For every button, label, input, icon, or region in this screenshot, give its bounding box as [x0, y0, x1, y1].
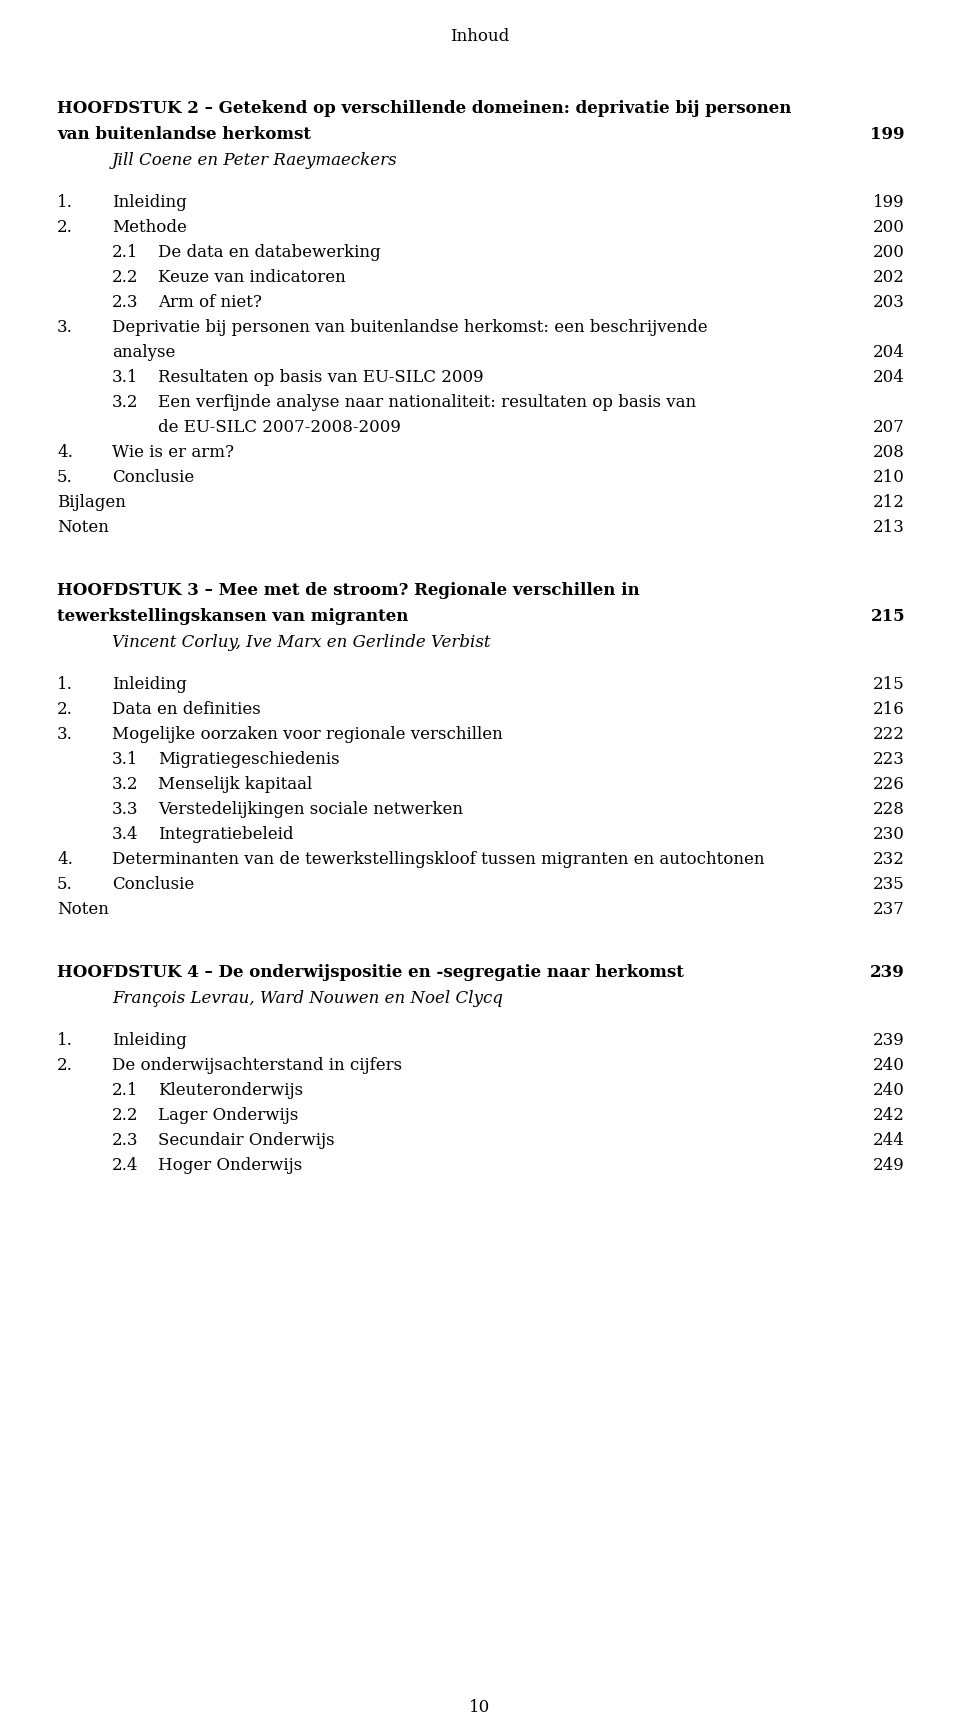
Text: Vincent Corluy, Ive Marx en Gerlinde Verbist: Vincent Corluy, Ive Marx en Gerlinde Ver…	[112, 634, 491, 651]
Text: Mogelijke oorzaken voor regionale verschillen: Mogelijke oorzaken voor regionale versch…	[112, 725, 503, 743]
Text: Kleuteronderwijs: Kleuteronderwijs	[158, 1083, 303, 1098]
Text: Inleiding: Inleiding	[112, 193, 187, 211]
Text: De onderwijsachterstand in cijfers: De onderwijsachterstand in cijfers	[112, 1057, 402, 1074]
Text: 223: 223	[874, 751, 905, 769]
Text: tewerkstellingskansen van migranten: tewerkstellingskansen van migranten	[57, 608, 408, 625]
Text: Menselijk kapitaal: Menselijk kapitaal	[158, 775, 312, 793]
Text: 1.: 1.	[57, 1033, 73, 1048]
Text: De data en databewerking: De data en databewerking	[158, 244, 380, 261]
Text: 237: 237	[874, 901, 905, 919]
Text: 239: 239	[874, 1033, 905, 1048]
Text: 204: 204	[874, 370, 905, 387]
Text: 3.2: 3.2	[112, 775, 138, 793]
Text: 1.: 1.	[57, 675, 73, 693]
Text: 204: 204	[874, 344, 905, 361]
Text: Deprivatie bij personen van buitenlandse herkomst: een beschrijvende: Deprivatie bij personen van buitenlandse…	[112, 319, 708, 337]
Text: 208: 208	[874, 444, 905, 461]
Text: 5.: 5.	[57, 470, 73, 485]
Text: 199: 199	[871, 126, 905, 143]
Text: 199: 199	[874, 193, 905, 211]
Text: de EU-SILC 2007-2008-2009: de EU-SILC 2007-2008-2009	[158, 420, 401, 435]
Text: 210: 210	[874, 470, 905, 485]
Text: 235: 235	[874, 876, 905, 893]
Text: Methode: Methode	[112, 219, 187, 237]
Text: Conclusie: Conclusie	[112, 470, 194, 485]
Text: 216: 216	[874, 701, 905, 718]
Text: 203: 203	[874, 294, 905, 311]
Text: HOOFDSTUK 3 – Mee met de stroom? Regionale verschillen in: HOOFDSTUK 3 – Mee met de stroom? Regiona…	[57, 582, 639, 599]
Text: Noten: Noten	[57, 901, 108, 919]
Text: 2.4: 2.4	[112, 1157, 138, 1174]
Text: 242: 242	[874, 1107, 905, 1124]
Text: Inleiding: Inleiding	[112, 675, 187, 693]
Text: 3.3: 3.3	[112, 801, 138, 819]
Text: Inleiding: Inleiding	[112, 1033, 187, 1048]
Text: 200: 200	[874, 219, 905, 237]
Text: 239: 239	[871, 964, 905, 981]
Text: Noten: Noten	[57, 520, 108, 535]
Text: Bijlagen: Bijlagen	[57, 494, 126, 511]
Text: 202: 202	[874, 269, 905, 287]
Text: 240: 240	[874, 1083, 905, 1098]
Text: van buitenlandse herkomst: van buitenlandse herkomst	[57, 126, 311, 143]
Text: 10: 10	[469, 1699, 491, 1717]
Text: 2.: 2.	[57, 701, 73, 718]
Text: 2.3: 2.3	[112, 294, 138, 311]
Text: 3.1: 3.1	[112, 751, 138, 769]
Text: 215: 215	[871, 608, 905, 625]
Text: Wie is er arm?: Wie is er arm?	[112, 444, 234, 461]
Text: Lager Onderwijs: Lager Onderwijs	[158, 1107, 299, 1124]
Text: Verstedelijkingen sociale netwerken: Verstedelijkingen sociale netwerken	[158, 801, 463, 819]
Text: 2.1: 2.1	[112, 1083, 138, 1098]
Text: 2.3: 2.3	[112, 1131, 138, 1148]
Text: Resultaten op basis van EU-SILC 2009: Resultaten op basis van EU-SILC 2009	[158, 370, 484, 387]
Text: 240: 240	[874, 1057, 905, 1074]
Text: Een verfijnde analyse naar nationaliteit: resultaten op basis van: Een verfijnde analyse naar nationaliteit…	[158, 394, 696, 411]
Text: François Levrau, Ward Nouwen en Noel Clycq: François Levrau, Ward Nouwen en Noel Cly…	[112, 990, 503, 1007]
Text: Hoger Onderwijs: Hoger Onderwijs	[158, 1157, 302, 1174]
Text: 215: 215	[874, 675, 905, 693]
Text: 244: 244	[874, 1131, 905, 1148]
Text: Determinanten van de tewerkstellingskloof tussen migranten en autochtonen: Determinanten van de tewerkstellingskloo…	[112, 851, 764, 869]
Text: Secundair Onderwijs: Secundair Onderwijs	[158, 1131, 335, 1148]
Text: Keuze van indicatoren: Keuze van indicatoren	[158, 269, 346, 287]
Text: Inhoud: Inhoud	[450, 28, 510, 45]
Text: 2.2: 2.2	[112, 269, 138, 287]
Text: 2.2: 2.2	[112, 1107, 138, 1124]
Text: 213: 213	[874, 520, 905, 535]
Text: 1.: 1.	[57, 193, 73, 211]
Text: 3.2: 3.2	[112, 394, 138, 411]
Text: Conclusie: Conclusie	[112, 876, 194, 893]
Text: Data en definities: Data en definities	[112, 701, 261, 718]
Text: 3.4: 3.4	[112, 826, 138, 843]
Text: 2.: 2.	[57, 1057, 73, 1074]
Text: Migratiegeschiedenis: Migratiegeschiedenis	[158, 751, 340, 769]
Text: 228: 228	[874, 801, 905, 819]
Text: 4.: 4.	[57, 851, 73, 869]
Text: 207: 207	[874, 420, 905, 435]
Text: 232: 232	[874, 851, 905, 869]
Text: HOOFDSTUK 4 – De onderwijspositie en -segregatie naar herkomst: HOOFDSTUK 4 – De onderwijspositie en -se…	[57, 964, 684, 981]
Text: 3.: 3.	[57, 725, 73, 743]
Text: 226: 226	[874, 775, 905, 793]
Text: 3.1: 3.1	[112, 370, 138, 387]
Text: Jill Coene en Peter Raeymaeckers: Jill Coene en Peter Raeymaeckers	[112, 152, 397, 169]
Text: 3.: 3.	[57, 319, 73, 337]
Text: 2.1: 2.1	[112, 244, 138, 261]
Text: 222: 222	[874, 725, 905, 743]
Text: Integratiebeleid: Integratiebeleid	[158, 826, 294, 843]
Text: 200: 200	[874, 244, 905, 261]
Text: 2.: 2.	[57, 219, 73, 237]
Text: 4.: 4.	[57, 444, 73, 461]
Text: 212: 212	[874, 494, 905, 511]
Text: analyse: analyse	[112, 344, 176, 361]
Text: HOOFDSTUK 2 – Getekend op verschillende domeinen: deprivatie bij personen: HOOFDSTUK 2 – Getekend op verschillende …	[57, 100, 791, 117]
Text: 249: 249	[874, 1157, 905, 1174]
Text: Arm of niet?: Arm of niet?	[158, 294, 262, 311]
Text: 230: 230	[874, 826, 905, 843]
Text: 5.: 5.	[57, 876, 73, 893]
